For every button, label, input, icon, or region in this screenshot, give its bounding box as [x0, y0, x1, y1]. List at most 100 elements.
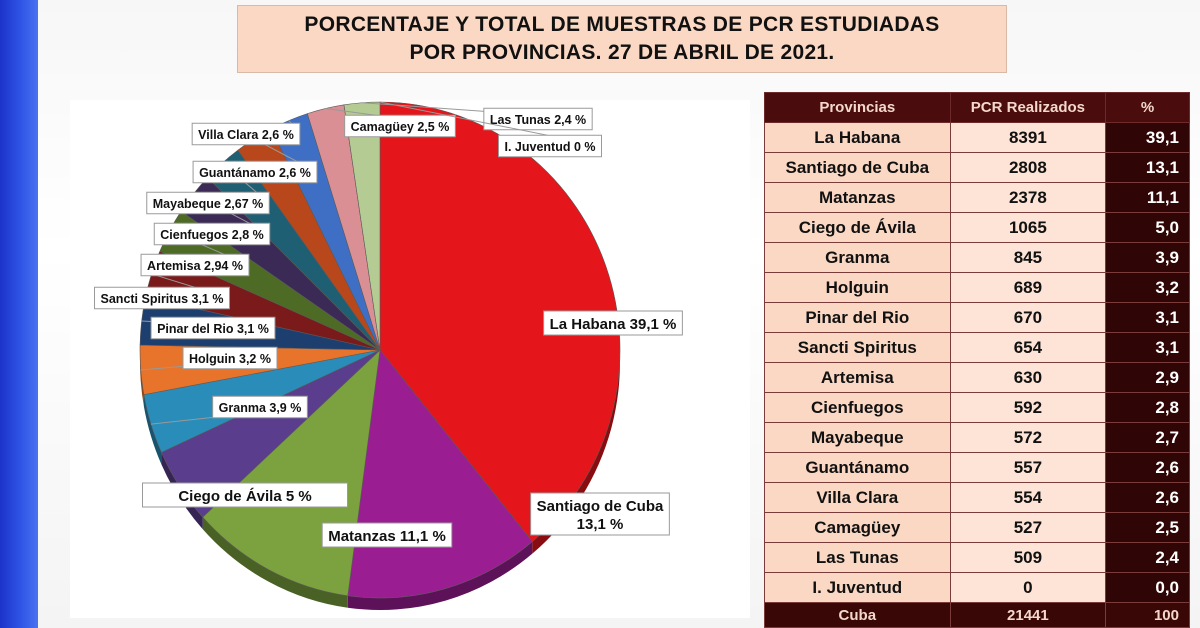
- cell-provincia: Santiago de Cuba: [764, 152, 951, 183]
- table-row: I. Juventud 0 0,0: [764, 572, 1190, 603]
- cell-percent: 2,7: [1105, 422, 1190, 453]
- pie-slice-label: Mayabeque 2,67 %: [153, 197, 263, 211]
- pie-slice-label: La Habana 39,1 %: [550, 316, 677, 333]
- cell-percent: 2,5: [1105, 512, 1190, 543]
- pie-slice-label: Holguin 3,2 %: [189, 352, 271, 366]
- table-row: Cienfuegos 592 2,8: [764, 392, 1190, 423]
- cell-provincia: Mayabeque: [764, 422, 951, 453]
- pie-slice-label: Camagüey 2,5 %: [351, 120, 450, 134]
- pie-slice-label: Cienfuegos 2,8 %: [160, 228, 264, 242]
- cell-percent: 3,1: [1105, 302, 1190, 333]
- pie-label-box: [150, 316, 276, 340]
- cell-pcr: 654: [949, 332, 1107, 363]
- cell-provincia: Camagüey: [764, 512, 951, 543]
- cell-provincia: Artemisa: [764, 362, 951, 393]
- pie-slice-label: Granma 3,9 %: [219, 401, 302, 415]
- left-blue-band: [0, 0, 38, 628]
- cell-pcr: 557: [949, 452, 1107, 483]
- cell-percent: 11,1: [1105, 182, 1190, 213]
- cell-pcr: 509: [949, 542, 1107, 573]
- cell-pcr: 689: [949, 272, 1107, 303]
- pie-label-box: [182, 346, 278, 370]
- cell-provincia: Cienfuegos: [764, 392, 951, 423]
- table-row: Sancti Spiritus 654 3,1: [764, 332, 1190, 363]
- pie-slice-label: I. Juventud 0 %: [505, 140, 596, 154]
- pie-slice-label: Guantánamo 2,6 %: [199, 166, 311, 180]
- cell-total-pcr: 21441: [949, 602, 1107, 628]
- pie-label-box: [344, 114, 456, 138]
- pie-slice-label: Villa Clara 2,6 %: [198, 128, 294, 142]
- cell-pcr: 2808: [949, 152, 1107, 183]
- cell-total-label: Cuba: [764, 602, 951, 628]
- pie-label-box: [142, 482, 348, 508]
- pie-slice-label: Pinar del Rio 3,1 %: [157, 322, 269, 336]
- cell-provincia: La Habana: [764, 122, 951, 153]
- title-line-2: POR PROVINCIAS. 27 DE ABRIL DE 2021.: [409, 41, 835, 64]
- pie-label-box: [530, 492, 670, 536]
- pie-label-box: [212, 395, 308, 419]
- cell-provincia: Guantánamo: [764, 452, 951, 483]
- header-pcr-realizados: PCR Realizados: [949, 92, 1107, 123]
- table-row: Villa Clara 554 2,6: [764, 482, 1190, 513]
- title-box: PORCENTAJE Y TOTAL DE MUESTRAS DE PCR ES…: [237, 5, 1007, 73]
- table-row: La Habana 8391 39,1: [764, 122, 1190, 153]
- table-row: Ciego de Ávila 1065 5,0: [764, 212, 1190, 243]
- pie-slice: [343, 101, 381, 351]
- table-header-row: Provincias PCR Realizados %: [764, 92, 1190, 123]
- cell-provincia: Villa Clara: [764, 482, 951, 513]
- cell-provincia: Ciego de Ávila: [764, 212, 951, 243]
- cell-provincia: I. Juventud: [764, 572, 951, 603]
- pie-slice-side: [140, 345, 144, 407]
- cell-pcr: 8391: [949, 122, 1107, 153]
- cell-percent: 2,6: [1105, 482, 1190, 513]
- header-percent: %: [1105, 92, 1190, 123]
- cell-pcr: 845: [949, 242, 1107, 273]
- table-row: Holguin 689 3,2: [764, 272, 1190, 303]
- cell-percent: 2,9: [1105, 362, 1190, 393]
- pie-label-box: [140, 253, 250, 277]
- pie-label-box: [192, 160, 318, 184]
- table-row: Mayabeque 572 2,7: [764, 422, 1190, 453]
- cell-pcr: 592: [949, 392, 1107, 423]
- table-row: Matanzas 2378 11,1: [764, 182, 1190, 213]
- cell-pcr: 670: [949, 302, 1107, 333]
- cell-pcr: 527: [949, 512, 1107, 543]
- cell-percent: 2,4: [1105, 542, 1190, 573]
- pcr-table-wrap: Provincias PCR Realizados % La Habana 839…: [764, 92, 1190, 628]
- pie-chart-area: La Habana 39,1 % Santiago de Cuba 13,1 % Ma…: [70, 100, 750, 618]
- table-row: Artemisa 630 2,9: [764, 362, 1190, 393]
- pie-slice-label: Santiago de Cuba 13,1 %: [537, 498, 664, 533]
- cell-percent: 3,1: [1105, 332, 1190, 363]
- cell-provincia: Granma: [764, 242, 951, 273]
- pie-label-box: [153, 222, 271, 246]
- cell-percent: 2,8: [1105, 392, 1190, 423]
- table-row: Granma 845 3,9: [764, 242, 1190, 273]
- pie-label-box: [146, 191, 270, 215]
- table-row: Santiago de Cuba 2808 13,1: [764, 152, 1190, 183]
- cell-percent: 3,2: [1105, 272, 1190, 303]
- pie-slice-side: [202, 517, 348, 608]
- cell-percent: 13,1: [1105, 152, 1190, 183]
- cell-provincia: Sancti Spiritus: [764, 332, 951, 363]
- table-row: Pinar del Rio 670 3,1: [764, 302, 1190, 333]
- cell-provincia: Matanzas: [764, 182, 951, 213]
- pie-slice-label: Sancti Spiritus 3,1 %: [101, 292, 224, 306]
- cell-percent: 0,0: [1105, 572, 1190, 603]
- pie-label-box: [321, 522, 453, 548]
- pie-slice-label: Artemisa 2,94 %: [147, 259, 243, 273]
- cell-pcr: 630: [949, 362, 1107, 393]
- pie-slice-label: Ciego de Ávila 5 %: [178, 488, 311, 505]
- pie-label-box: [94, 286, 230, 310]
- pie-slice: [379, 101, 621, 543]
- pie-chart: La Habana 39,1 % Santiago de Cuba 13,1 % Ma…: [94, 101, 683, 610]
- cell-pcr: 2378: [949, 182, 1107, 213]
- cell-pcr: 572: [949, 422, 1107, 453]
- cell-pcr: 0: [949, 572, 1107, 603]
- cell-provincia: Las Tunas: [764, 542, 951, 573]
- cell-pcr: 1065: [949, 212, 1107, 243]
- cell-percent: 5,0: [1105, 212, 1190, 243]
- title-line-1: PORCENTAJE Y TOTAL DE MUESTRAS DE PCR ES…: [304, 13, 940, 36]
- header-provincias: Provincias: [764, 92, 951, 123]
- pie-slice-label: Matanzas 11,1 %: [328, 528, 446, 545]
- cell-total-percent: 100: [1105, 602, 1190, 628]
